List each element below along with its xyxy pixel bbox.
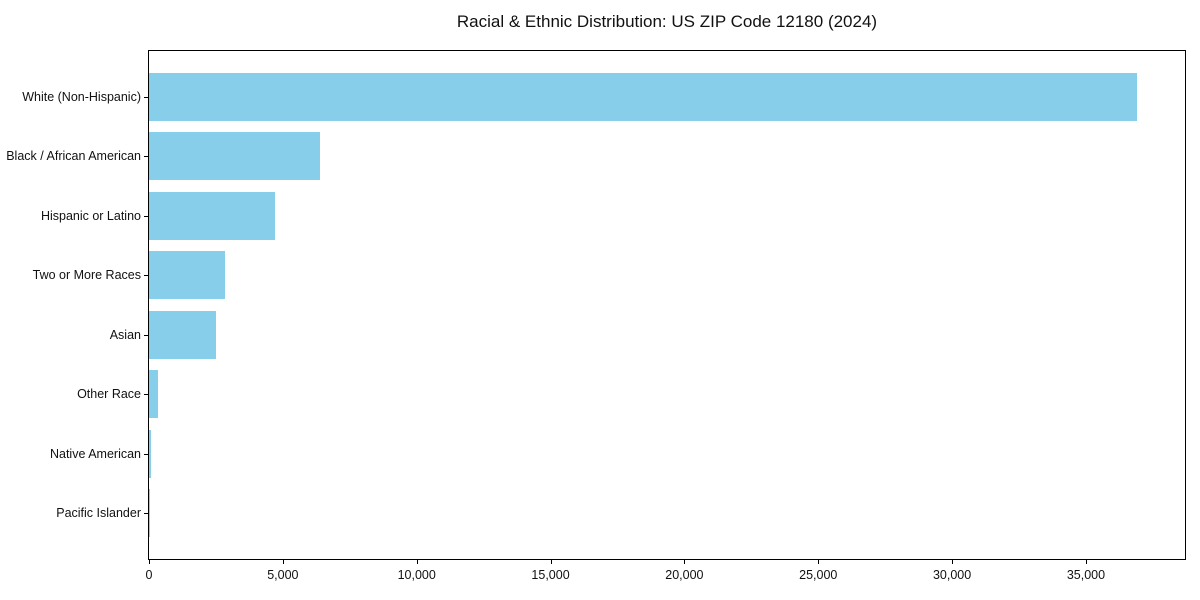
y-tick-mark	[144, 97, 148, 98]
x-tick-mark	[282, 560, 284, 564]
x-tick-label: 20,000	[665, 568, 704, 582]
bar	[149, 191, 275, 240]
x-tick-mark	[416, 560, 418, 564]
x-tick-label: 25,000	[799, 568, 838, 582]
y-tick-label: White (Non-Hispanic)	[22, 90, 141, 104]
y-tick-mark	[144, 334, 148, 336]
x-tick-mark	[818, 560, 820, 564]
x-tick-label: 35,000	[1066, 568, 1106, 582]
x-tick-label: 10,000	[397, 568, 436, 582]
y-tick-mark	[144, 394, 148, 396]
plot-area	[148, 50, 1186, 560]
y-tick-label: Two or More Races	[32, 268, 141, 283]
y-tick-label: Native American	[49, 446, 141, 461]
x-tick-mark	[1085, 560, 1087, 564]
y-tick-mark	[144, 513, 148, 514]
bar	[149, 429, 151, 478]
bar	[149, 370, 159, 419]
y-tick-mark	[144, 156, 148, 158]
x-tick-label: 15,000	[531, 568, 570, 582]
x-tick-mark	[684, 560, 686, 564]
chart-title: Racial & Ethnic Distribution: US ZIP Cod…	[456, 12, 878, 31]
y-tick-mark	[144, 275, 148, 277]
y-tick-label: Pacific Islander	[56, 506, 141, 520]
y-tick-label: Asian	[109, 327, 141, 342]
bar	[149, 489, 150, 537]
x-tick-mark	[550, 560, 552, 564]
bar	[149, 310, 216, 359]
y-tick-label: Other Race	[77, 387, 141, 402]
y-tick-label: Black / African American	[6, 149, 141, 164]
bar	[149, 251, 226, 300]
y-tick-label: Hispanic or Latino	[40, 208, 141, 223]
y-tick-mark	[144, 215, 148, 217]
bar	[149, 73, 1137, 121]
bar	[149, 132, 321, 181]
x-tick-mark	[149, 560, 150, 564]
x-tick-label: 0	[145, 568, 153, 582]
y-tick-mark	[144, 453, 148, 455]
x-tick-label: 5,000	[267, 568, 299, 582]
x-tick-mark	[952, 560, 954, 564]
x-tick-label: 30,000	[932, 568, 972, 582]
